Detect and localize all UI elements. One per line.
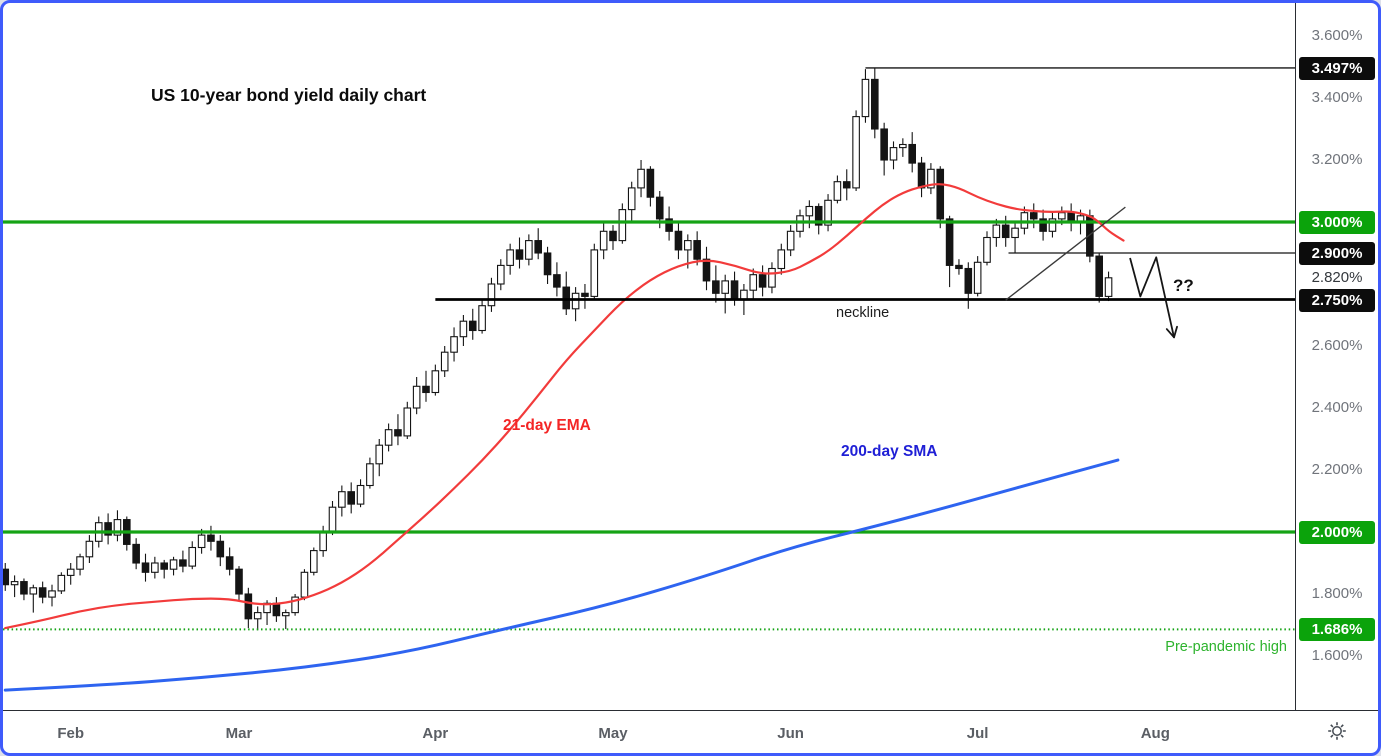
candles-layer xyxy=(3,67,1113,631)
price-axis-label: 1.686% xyxy=(1296,618,1378,642)
price-axis-label: 2.900% xyxy=(1296,242,1378,265)
annotation-text: US 10-year bond yield daily chart xyxy=(151,85,426,105)
text-annotations: US 10-year bond yield daily chart 21-day … xyxy=(151,85,1287,655)
highlighted-price-badge: 3.000% xyxy=(1299,211,1375,234)
axis-settings-cell xyxy=(1296,711,1378,753)
price-axis-label: 3.400% xyxy=(1311,89,1363,106)
time-axis[interactable]: Feb Mar Apr May Jun Jul Aug xyxy=(3,711,1296,753)
annotation-text: 21-day EMA xyxy=(503,417,591,434)
price-level-badge: 3.497% xyxy=(1299,56,1375,80)
highlighted-price-badge: 2.000% xyxy=(1299,521,1375,544)
price-axis-label: 2.000% xyxy=(1296,521,1378,544)
price-axis-label: 1.800% xyxy=(1311,585,1363,602)
price-axis-label: 2.750% xyxy=(1296,288,1378,312)
time-axis-separator xyxy=(3,710,1378,711)
price-axis-label: 2.600% xyxy=(1311,337,1363,354)
annotation-text: 200-day SMA xyxy=(841,443,937,460)
price-axis-label: 3.200% xyxy=(1311,151,1363,168)
price-level-lines xyxy=(435,67,1295,301)
price-axis-label: 3.000% xyxy=(1296,211,1378,234)
time-axis-month-label: May xyxy=(598,725,628,742)
settings-button[interactable] xyxy=(1324,718,1350,747)
time-axis-month-label: Mar xyxy=(225,725,253,742)
support-resistance-lines xyxy=(3,220,1295,631)
time-axis-month-label: Aug xyxy=(1140,725,1170,742)
price-axis-label: 1.600% xyxy=(1311,647,1363,664)
time-axis-month-label: Apr xyxy=(422,725,449,742)
time-axis-month-label: Jun xyxy=(777,725,804,742)
gear-icon xyxy=(1328,721,1346,740)
drawing-annotations xyxy=(1005,206,1178,339)
time-axis-month-label: Jul xyxy=(966,725,989,742)
price-axis-label: 2.820% xyxy=(1311,268,1363,286)
price-level-badge: 2.900% xyxy=(1299,242,1375,265)
price-axis-label: 2.200% xyxy=(1311,461,1363,478)
price-axis-label: 3.600% xyxy=(1311,27,1363,44)
moving-averages-layer xyxy=(3,183,1125,692)
price-axis[interactable]: 3.600% 3.497% 3.400% 3.200% 3.000% 2.900% 2.82… xyxy=(1296,3,1378,710)
highlighted-price-badge: 1.686% xyxy=(1299,618,1375,642)
price-axis-label: 3.497% xyxy=(1296,56,1378,80)
time-axis-month-label: Feb xyxy=(57,725,85,742)
annotation-text: neckline xyxy=(836,305,889,321)
price-axis-label: 2.400% xyxy=(1311,399,1363,416)
price-level-badge: 2.750% xyxy=(1299,288,1375,312)
price-axis-separator xyxy=(1295,3,1296,710)
annotation-text: ?? xyxy=(1173,276,1194,295)
annotation-text: Pre-pandemic high xyxy=(1165,639,1287,655)
candlestick-chart[interactable]: US 10-year bond yield daily chart 21-day … xyxy=(3,3,1295,710)
